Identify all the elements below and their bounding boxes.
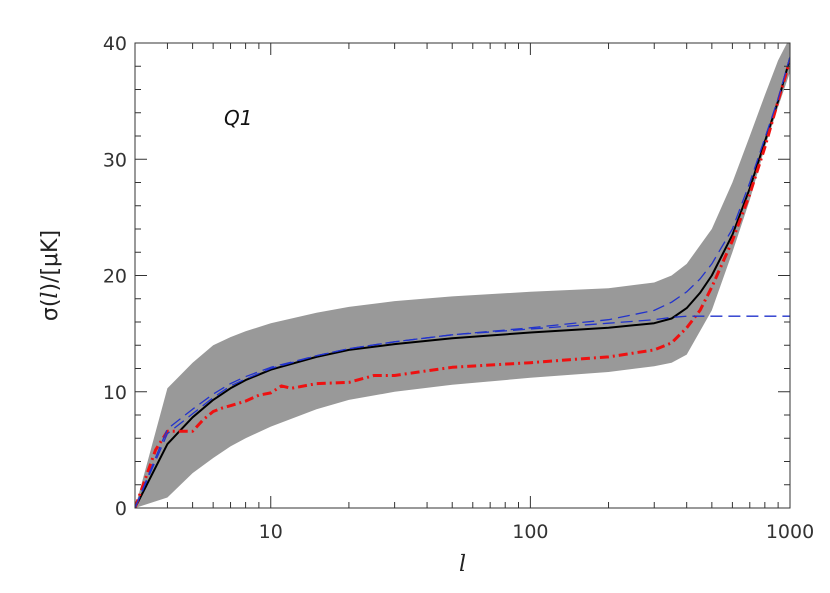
y-label-var: l bbox=[38, 292, 63, 299]
series-line-4 bbox=[135, 315, 790, 508]
y-tick-label: 30 bbox=[103, 149, 127, 171]
x-tick-label: 100 bbox=[512, 521, 548, 543]
y-label-suffix: ] bbox=[38, 230, 63, 239]
y-label-mid: )/[ bbox=[38, 267, 63, 292]
y-tick-label: 10 bbox=[103, 382, 127, 404]
axis-ticks: 10 100 1000 0 10 20 30 40 bbox=[103, 33, 814, 543]
y-tick-label: 40 bbox=[103, 33, 127, 55]
y-label-prefix: σ( bbox=[38, 299, 63, 322]
series-lines bbox=[135, 56, 790, 508]
x-tick-label: 1000 bbox=[766, 521, 814, 543]
x-tick-label: 10 bbox=[259, 521, 283, 543]
y-label-unit: μK bbox=[38, 238, 63, 267]
confidence-band bbox=[135, 43, 790, 508]
band-area bbox=[135, 43, 790, 508]
y-tick-label: 0 bbox=[115, 498, 127, 520]
y-tick-label: 20 bbox=[103, 266, 127, 288]
series-line-1 bbox=[135, 57, 790, 508]
series-line-3 bbox=[135, 56, 790, 508]
panel-annotation: Q1 bbox=[224, 106, 252, 130]
y-axis-label: σ(l)/[μK] bbox=[38, 230, 63, 321]
x-axis-label: l bbox=[459, 552, 466, 577]
